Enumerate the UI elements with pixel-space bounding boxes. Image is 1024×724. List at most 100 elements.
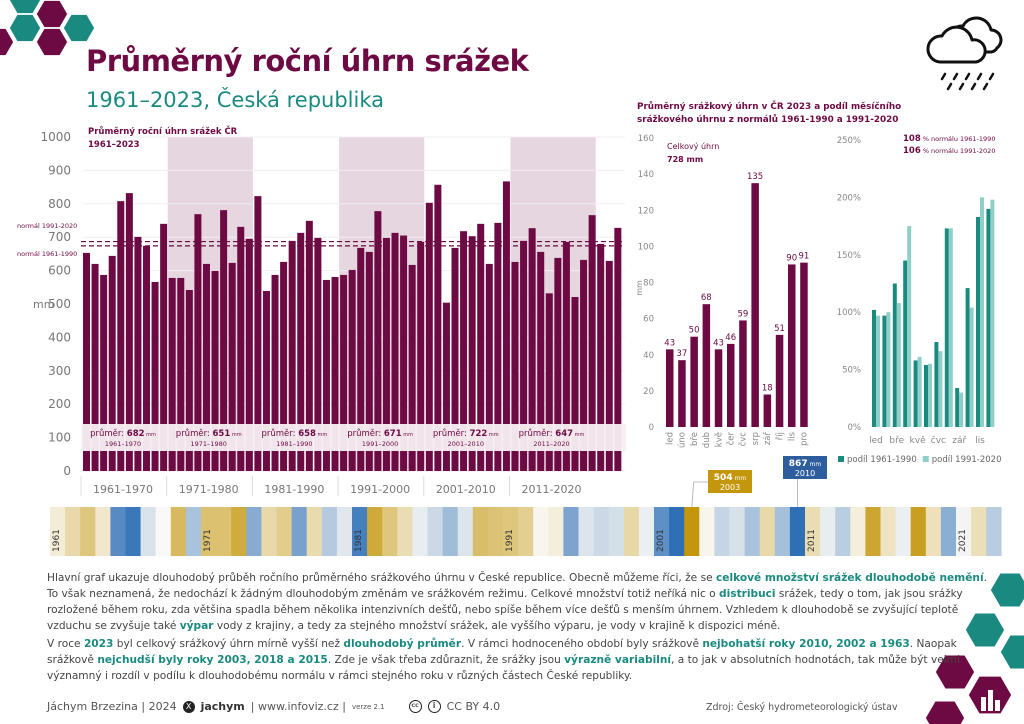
- stripe-year-label: 2001: [656, 529, 666, 552]
- climate-stripe: [216, 507, 232, 556]
- stripe-year-label: 2021: [958, 529, 968, 552]
- x-tick-label: říj: [775, 432, 785, 440]
- climate-stripe: [880, 507, 896, 556]
- callout-year: 2003: [720, 483, 740, 492]
- year-bar: [168, 277, 176, 471]
- climate-stripe: [971, 507, 987, 556]
- year-bar: [177, 277, 185, 471]
- climate-stripe: [548, 507, 564, 556]
- y-tick-label: 200%: [837, 193, 861, 203]
- footer: Jáchym Brzezina | 2024 X jachym | www.in…: [47, 700, 500, 713]
- climate-stripe: [261, 507, 277, 556]
- page-title: Průměrný roční úhrn srážek: [86, 44, 529, 78]
- year-bar: [382, 237, 390, 471]
- month-bar: [714, 349, 723, 427]
- percent-bar: [913, 360, 918, 427]
- chart-title: srážkového úhrnu z normálů 1961-1990 a 1…: [637, 114, 898, 125]
- x-tick-label: lis: [788, 431, 798, 441]
- percent-bar: [965, 288, 970, 427]
- climate-stripe: [820, 507, 836, 556]
- climate-stripe: [442, 507, 458, 556]
- data-label: 51: [774, 324, 785, 334]
- climate-stripe: [835, 507, 851, 556]
- year-bar: [545, 293, 553, 471]
- x-tick-label: 2011-2020: [522, 483, 582, 496]
- y-tick-label: 800: [48, 197, 71, 211]
- y-tick-label: 80: [643, 279, 654, 289]
- climate-stripe: [246, 507, 262, 556]
- decade-average: průměr: 671 mm: [347, 428, 413, 439]
- year-bar: [528, 228, 536, 471]
- callout-value: 504 mm: [714, 473, 747, 483]
- highlight-text: celkové množství srážek dlouhodobě neměn…: [715, 572, 984, 584]
- hexagon-logo: [934, 653, 976, 691]
- year-bar: [314, 237, 322, 471]
- hexagon-logo: [924, 699, 966, 724]
- text-segment: . Zde je však třeba zdůraznit, že srážky…: [327, 654, 565, 666]
- year-bar: [262, 290, 270, 471]
- percent-bar: [934, 342, 939, 427]
- chart-title: 1961–2023: [88, 140, 140, 150]
- climate-stripe: [352, 507, 368, 556]
- month-bar: [739, 320, 747, 427]
- climate-stripe: [50, 507, 66, 556]
- climate-stripe: [276, 507, 292, 556]
- stripe-year-label: 1961: [52, 529, 62, 552]
- raindrop-icon: [970, 82, 977, 91]
- month-bar: [800, 262, 808, 427]
- x-logo-icon: X: [182, 700, 195, 713]
- x-tick-label: čvc: [738, 432, 749, 447]
- climate-stripe: [910, 507, 927, 556]
- year-bar: [520, 240, 528, 471]
- chart-icon: [981, 697, 986, 711]
- climate-stripe: [533, 507, 549, 556]
- decade-average-band: [81, 424, 626, 451]
- handle[interactable]: jachym: [200, 700, 245, 713]
- year-bar: [254, 196, 262, 472]
- description-paragraph-1: Hlavní graf ukazuje dlouhodobý průběh ro…: [47, 570, 987, 634]
- callout-box: [708, 470, 752, 493]
- y-tick-label: 300: [48, 364, 71, 378]
- annotation-value: 728 mm: [667, 155, 703, 164]
- x-tick-label: 1971-1980: [179, 483, 239, 496]
- source: Zdroj: Český hydrometeorologický ústav: [706, 702, 898, 713]
- month-bar: [690, 336, 698, 427]
- year-bar: [537, 251, 545, 471]
- raindrop-icon: [952, 72, 959, 81]
- year-bar: [408, 264, 416, 471]
- climate-stripe: [729, 507, 745, 556]
- license: CC BY 4.0: [446, 700, 501, 713]
- year-bar: [434, 184, 442, 471]
- year-bar: [237, 226, 245, 471]
- climate-stripe: [684, 507, 700, 556]
- percent-bar: [882, 315, 887, 427]
- text-segment: V roce: [47, 638, 84, 650]
- percent-bar: [980, 197, 984, 427]
- raindrop-icon: [964, 72, 971, 81]
- y-tick-label: 150%: [837, 251, 861, 261]
- normal-label: normál 1991-2020: [17, 222, 77, 230]
- cloud-rain-icon: [926, 16, 1003, 64]
- year-bar: [374, 211, 382, 471]
- text-segment: . To však neznamená, že nedochází k žádn…: [47, 572, 987, 600]
- data-label: 43: [664, 338, 675, 348]
- climate-stripe: [608, 507, 625, 556]
- legend-label: podíl 1961-1990: [847, 455, 917, 465]
- y-tick-label: 20: [643, 387, 654, 397]
- climate-stripe: [744, 507, 760, 556]
- climate-stripe: [925, 507, 942, 556]
- climate-stripe: [699, 507, 715, 556]
- climate-stripe: [593, 507, 609, 556]
- climate-stripe: [487, 507, 504, 556]
- year-bar: [494, 222, 502, 471]
- y-tick-label: 0: [63, 464, 71, 478]
- chart-icon: [988, 690, 993, 711]
- highlight-text: dlouhodobý průměr: [343, 638, 462, 650]
- y-tick-label: 500: [48, 297, 71, 311]
- y-tick-label: 50%: [842, 366, 861, 376]
- cloud-icon: [926, 25, 987, 64]
- climate-stripe: [669, 507, 685, 556]
- highlight-text: výpar: [179, 620, 214, 632]
- site-link[interactable]: | www.infoviz.cz |: [250, 700, 346, 713]
